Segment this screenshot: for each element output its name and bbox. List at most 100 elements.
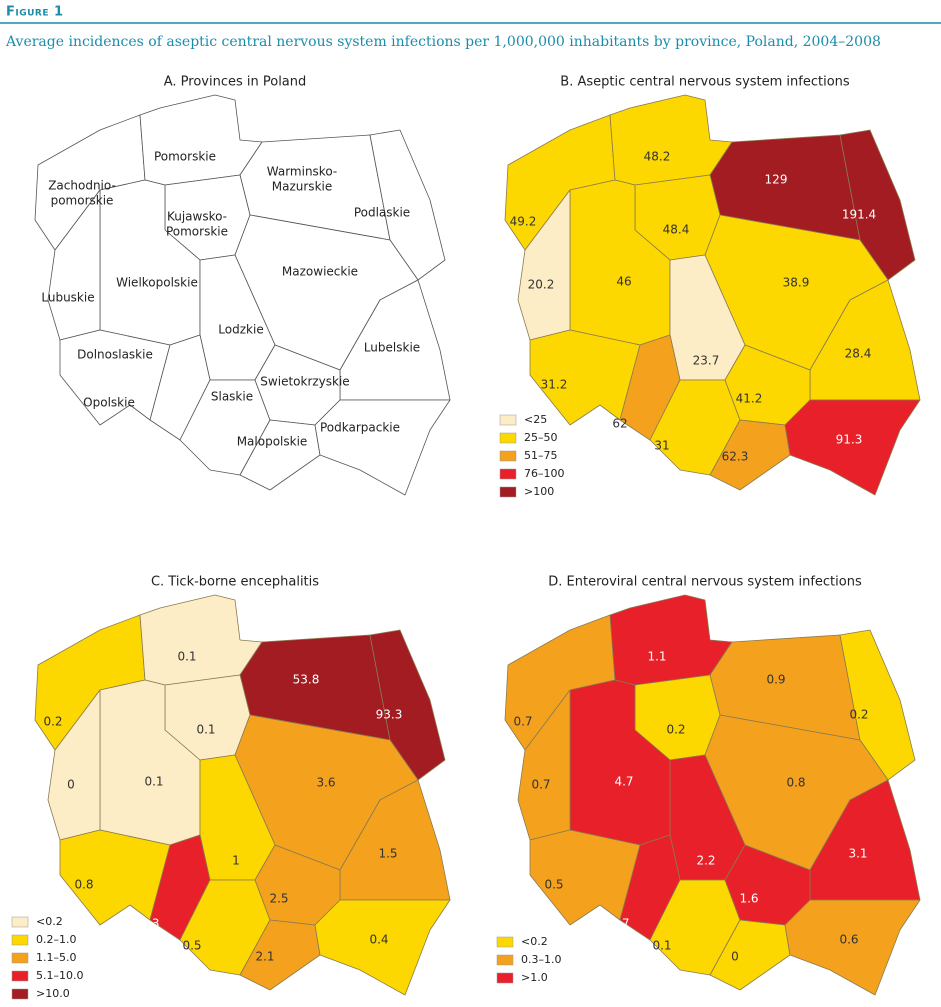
province-value: 0.2: [666, 723, 685, 737]
province-value: 8.3: [140, 917, 159, 931]
province-value: 1.7: [610, 917, 629, 931]
legend-swatch: [499, 414, 517, 426]
province-value: 49.2: [510, 215, 537, 229]
province-value: 191.4: [842, 208, 876, 222]
province: [47, 189, 101, 341]
legend-swatch: [499, 450, 517, 462]
map-panel: D. Enteroviral central nervous system in…: [496, 575, 921, 996]
province: [784, 399, 921, 496]
province-value: 0.6: [839, 933, 858, 947]
province-value: 0.9: [766, 673, 785, 687]
panel-title: B. Aseptic central nervous system infect…: [560, 75, 850, 90]
legend-swatch: [496, 954, 514, 966]
legend-label: 0.3–1.0: [521, 953, 562, 966]
province-value: 23.7: [693, 354, 720, 368]
province-value: 0.7: [531, 778, 550, 792]
province-value: 1: [232, 854, 240, 868]
legend-swatch: [499, 486, 517, 498]
figure-label: Figure 1: [6, 5, 64, 20]
legend-label: <25: [524, 413, 547, 426]
province-name: Lodzkie: [218, 323, 263, 337]
province: [709, 419, 791, 491]
province-name: Dolnoslaskie: [77, 348, 153, 362]
province-name: Lubelskie: [364, 341, 420, 355]
province-value: 0.1: [652, 939, 671, 953]
province-value: 48.2: [644, 150, 671, 164]
province-value: 0.4: [369, 933, 388, 947]
province-name: Podlaskie: [354, 206, 410, 220]
province-value: 2.1: [255, 950, 274, 964]
province-value: 0.8: [786, 776, 805, 790]
province-value: 0: [67, 778, 75, 792]
province-value: 93.3: [376, 708, 403, 722]
province-name: Lubuskie: [41, 291, 94, 305]
province-value: 2.5: [269, 892, 288, 906]
province-name: Pomorskie: [166, 225, 228, 239]
province: [517, 689, 571, 841]
province-value: 1.1: [647, 650, 666, 664]
map-panel: C. Tick-borne encephalitis 0.2 0.1 53.8 93.3…: [11, 575, 451, 1000]
panel-title: D. Enteroviral central nervous system in…: [548, 575, 862, 590]
province-name: Pomorskie: [154, 150, 216, 164]
province-value: 0.1: [144, 775, 163, 789]
province-value: 0: [731, 950, 739, 964]
province-value: 20.2: [528, 278, 555, 292]
province-value: 3.6: [316, 776, 335, 790]
province-name: Mazowieckie: [282, 265, 358, 279]
province-value: 0.5: [182, 939, 201, 953]
province-value: 1.6: [739, 892, 758, 906]
province: [239, 919, 321, 991]
legend-label: 76–100: [524, 467, 565, 480]
legend-label: <0.2: [36, 915, 63, 928]
map-panel: A. Provinces in Poland Zachodnio-pomorski…: [34, 75, 451, 496]
legend-label: 1.1–5.0: [36, 951, 77, 964]
legend-swatch: [11, 970, 29, 982]
province-value: 0.1: [196, 723, 215, 737]
legend-label: 51–75: [524, 449, 558, 462]
province-value: 91.3: [836, 433, 863, 447]
province-value: 2.2: [696, 854, 715, 868]
province-value: 62: [612, 417, 627, 431]
figure-title: Average incidences of aseptic central ne…: [5, 34, 881, 50]
province: [517, 189, 571, 341]
province-name: Podkarpackie: [320, 421, 400, 435]
province-value: 41.2: [736, 392, 763, 406]
province-value: 1.5: [378, 847, 397, 861]
province-name: Malopolskie: [237, 435, 308, 449]
legend-swatch: [499, 432, 517, 444]
province-value: 0.7: [513, 715, 532, 729]
province: [314, 399, 451, 496]
province-value: 0.8: [74, 878, 93, 892]
legend-label: >10.0: [36, 987, 70, 1000]
province-name: Slaskie: [211, 390, 253, 404]
legend-label: >1.0: [521, 971, 548, 984]
legend-label: 25–50: [524, 431, 558, 444]
province: [239, 419, 321, 491]
province-value: 46: [616, 275, 631, 289]
province: [47, 689, 101, 841]
province-name: Wielkopolskie: [116, 276, 198, 290]
province-value: 129: [765, 173, 788, 187]
province-name: Opolskie: [83, 396, 135, 410]
province-value: 0.1: [177, 650, 196, 664]
legend-label: 5.1–10.0: [36, 969, 84, 982]
province-name: Kujawsko-: [167, 210, 227, 224]
legend-swatch: [11, 934, 29, 946]
legend-swatch: [11, 952, 29, 964]
map-panel: B. Aseptic central nervous system infect…: [499, 75, 921, 498]
legend-swatch: [499, 468, 517, 480]
province-name: Swietokrzyskie: [260, 375, 349, 389]
province-value: 3.1: [848, 847, 867, 861]
province-value: 0.2: [849, 708, 868, 722]
province: [784, 899, 921, 996]
province-value: 4.7: [614, 775, 633, 789]
province-value: 0.2: [43, 715, 62, 729]
legend-swatch: [496, 972, 514, 984]
province-value: 0.5: [544, 878, 563, 892]
legend-label: 0.2–1.0: [36, 933, 77, 946]
province-value: 31: [654, 439, 669, 453]
legend-label: >100: [524, 485, 554, 498]
province-value: 31.2: [541, 378, 568, 392]
legend-swatch: [11, 988, 29, 1000]
